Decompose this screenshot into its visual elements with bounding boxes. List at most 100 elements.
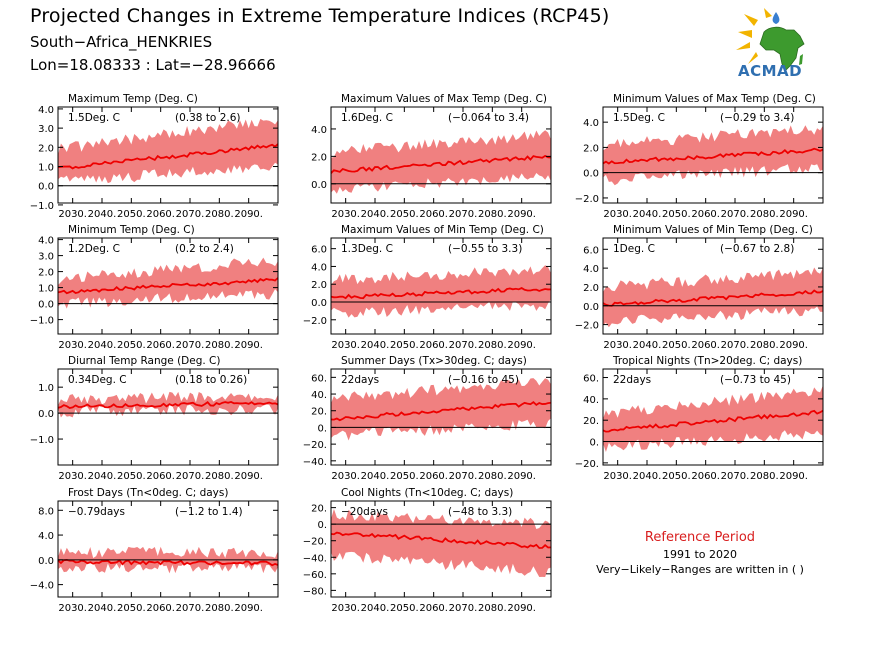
x-tick-label: 2060. [691, 471, 720, 482]
range-value: (0.38 to 2.6) [175, 112, 241, 124]
median-line [330, 154, 552, 174]
x-tick-label: 2080. [205, 471, 234, 482]
x-tick-label: 2070. [176, 209, 205, 220]
x-tick-label: 2060. [419, 209, 448, 220]
y-tick-label: 0. [317, 520, 327, 531]
change-value: 1.5Deg. C [613, 112, 665, 124]
x-tick-label: 2050. [117, 471, 146, 482]
y-tick-label: −20. [303, 440, 327, 451]
change-value: 0.34Deg. C [68, 374, 127, 386]
change-value: −0.79days [68, 506, 125, 518]
likely-range-band [331, 378, 551, 441]
y-tick-label: 6.0 [311, 245, 327, 256]
y-tick-label: 4.0 [38, 105, 54, 116]
y-tick-label: 20. [311, 407, 327, 418]
x-tick-label: 2070. [449, 209, 478, 220]
x-tick-label: 2040. [361, 209, 390, 220]
x-tick-label: 2080. [750, 340, 779, 351]
y-tick-label: 4.0 [583, 118, 599, 129]
x-tick-label: 2050. [390, 340, 419, 351]
x-tick-label: 2030. [331, 471, 360, 482]
median-line [330, 400, 552, 422]
x-tick-label: 2090. [779, 471, 808, 482]
x-tick-label: 2060. [146, 471, 175, 482]
y-tick-label: 0.0 [311, 298, 327, 309]
x-tick-label: 2050. [390, 471, 419, 482]
median-line [330, 531, 552, 549]
x-tick-label: 2040. [361, 340, 390, 351]
range-value: (−0.55 to 3.3) [448, 243, 522, 255]
y-tick-label: −20. [303, 537, 327, 548]
range-note: Very−Likely−Ranges are written in ( ) [596, 563, 804, 576]
plot-frame [57, 237, 279, 335]
y-tick-label: 8.0 [38, 506, 54, 517]
median-line [57, 277, 279, 295]
panel-title: Minimum Values of Max Temp (Deg. C) [613, 93, 816, 105]
y-tick-label: 60. [311, 373, 327, 384]
x-tick-label: 2040. [361, 603, 390, 614]
x-tick-label: 2060. [146, 209, 175, 220]
range-value: (−0.29 to 3.4) [720, 112, 794, 124]
plot-frame [57, 106, 279, 204]
x-tick-label: 2090. [507, 603, 536, 614]
x-tick-label: 2040. [88, 209, 117, 220]
plot-frame [602, 237, 824, 335]
x-tick-label: 2030. [331, 603, 360, 614]
x-tick-label: 2050. [117, 603, 146, 614]
x-tick-label: 2030. [603, 471, 632, 482]
range-value: (−0.16 to 45) [448, 374, 519, 386]
y-tick-label: 1.0 [38, 163, 54, 174]
reference-period-title: Reference Period [644, 530, 756, 545]
median-line [602, 289, 824, 307]
y-tick-label: 0. [317, 423, 327, 434]
plot-frame [330, 368, 552, 466]
y-tick-label: 20. [583, 416, 599, 427]
x-tick-label: 2040. [88, 471, 117, 482]
x-tick-label: 2060. [691, 340, 720, 351]
y-tick-label: 1.0 [38, 383, 54, 394]
y-tick-label: 0.0 [583, 302, 599, 313]
change-value: 1.5Deg. C [68, 112, 120, 124]
likely-range-band [331, 508, 551, 578]
chart-panel: 6.0 4.0 2.0 0.0 −2.0 2030. 2040. 2050. 2060. 2070… [575, 224, 824, 351]
x-tick-label: 2080. [205, 209, 234, 220]
y-tick-label: 4.0 [38, 531, 54, 542]
likely-range-band [58, 118, 278, 184]
change-value: 1.6Deg. C [341, 112, 393, 124]
x-tick-label: 2080. [478, 471, 507, 482]
madagascar-icon [799, 54, 803, 65]
y-tick-label: 2.0 [38, 143, 54, 154]
y-tick-label: 60. [583, 374, 599, 385]
range-value: (−0.73 to 45) [720, 374, 791, 386]
y-tick-label: 2.0 [311, 152, 327, 163]
x-tick-label: 2070. [176, 603, 205, 614]
panel-title: Summer Days (Tx>30deg. C; days) [341, 355, 527, 367]
chart-panel: 4.0 2.0 0.0 2030. 2040. 2050. 2060. 2070. 2080. 2… [311, 93, 552, 220]
y-tick-label: 40. [311, 390, 327, 401]
x-tick-label: 2050. [117, 209, 146, 220]
median-line [602, 147, 824, 165]
x-tick-label: 2070. [721, 471, 750, 482]
x-tick-label: 2040. [633, 340, 662, 351]
x-tick-label: 2080. [205, 340, 234, 351]
y-tick-label: −2.0 [575, 321, 599, 332]
y-tick-label: −2.0 [575, 194, 599, 205]
plot-frame [602, 368, 824, 466]
y-tick-label: −40. [303, 457, 327, 468]
x-tick-label: 2090. [234, 603, 263, 614]
x-tick-label: 2070. [449, 340, 478, 351]
y-tick-label: 0.0 [583, 169, 599, 180]
y-tick-label: 2.0 [583, 143, 599, 154]
median-line [602, 409, 824, 433]
plot-frame [602, 106, 824, 204]
y-tick-label: 0.0 [38, 556, 54, 567]
x-tick-label: 2050. [662, 340, 691, 351]
median-line [330, 287, 552, 300]
rain-drop-icon [772, 12, 780, 24]
x-tick-label: 2070. [449, 471, 478, 482]
x-tick-label: 2030. [58, 340, 87, 351]
y-tick-label: −80. [303, 586, 327, 597]
x-tick-label: 2090. [507, 209, 536, 220]
x-tick-label: 2030. [603, 209, 632, 220]
